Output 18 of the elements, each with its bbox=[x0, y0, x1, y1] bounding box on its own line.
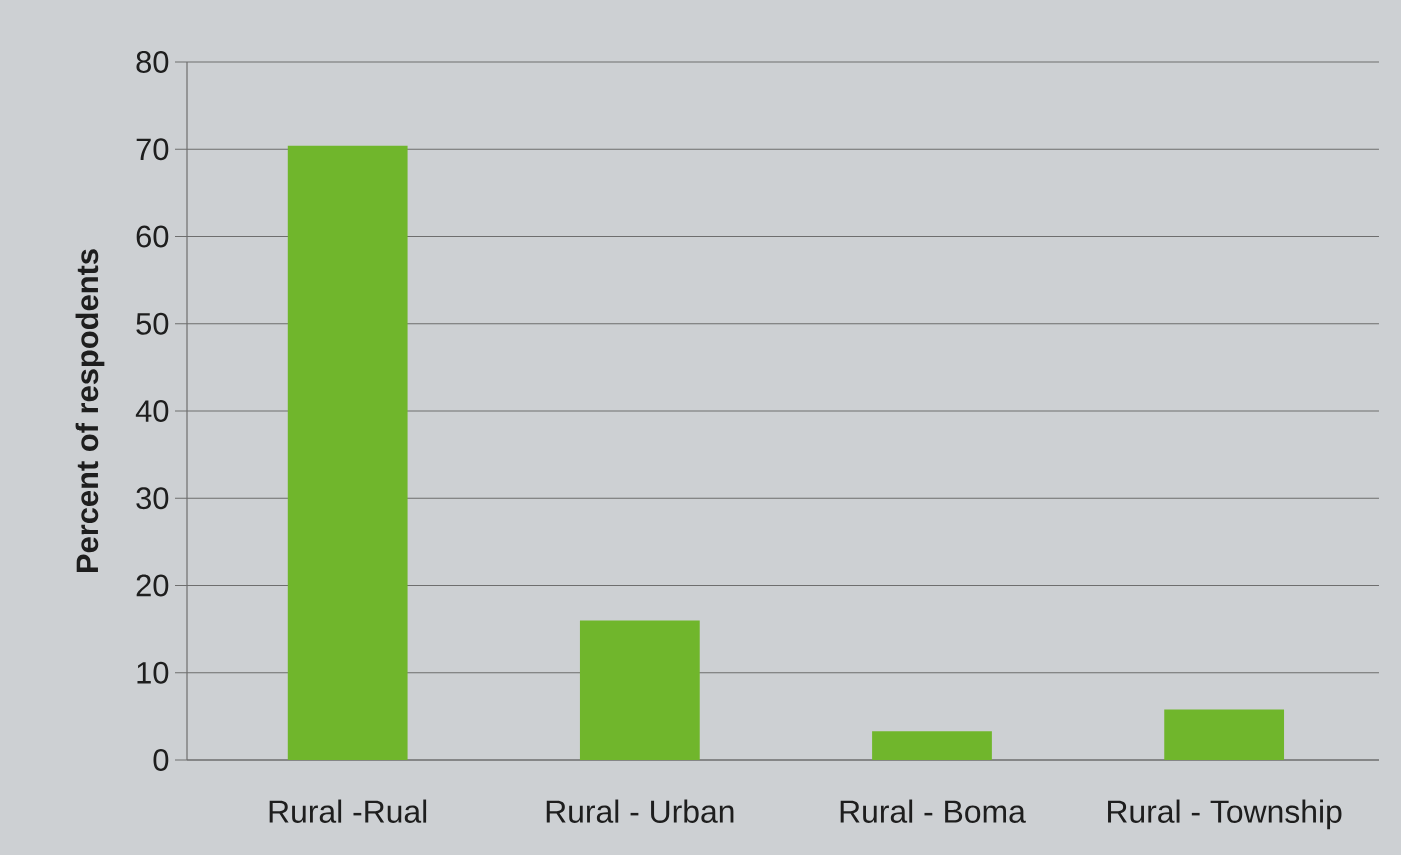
x-tick-label: Rural - Boma bbox=[840, 799, 1026, 823]
y-tick-label: 60 bbox=[136, 225, 169, 248]
x-tick-label: Rural -Rual bbox=[269, 799, 427, 823]
y-tick-label: 40 bbox=[135, 400, 169, 422]
y-tick-label: 0 bbox=[153, 749, 169, 771]
y-tick-label: 10 bbox=[137, 661, 169, 684]
x-tick-label: Rural - Township bbox=[1108, 799, 1342, 830]
bar bbox=[287, 145, 408, 760]
bar bbox=[579, 620, 700, 760]
y-tick-label: 70 bbox=[136, 138, 169, 161]
y-tick-label: 30 bbox=[136, 487, 169, 510]
y-tick-label: 80 bbox=[136, 51, 169, 73]
bar bbox=[872, 731, 992, 760]
x-tick-label: Rural - Urban bbox=[546, 799, 734, 823]
y-tick-label: 50 bbox=[136, 312, 169, 335]
y-tick-label: 20 bbox=[136, 574, 169, 597]
y-axis-title: Percent of respodents bbox=[75, 249, 105, 572]
bar bbox=[1164, 709, 1285, 760]
